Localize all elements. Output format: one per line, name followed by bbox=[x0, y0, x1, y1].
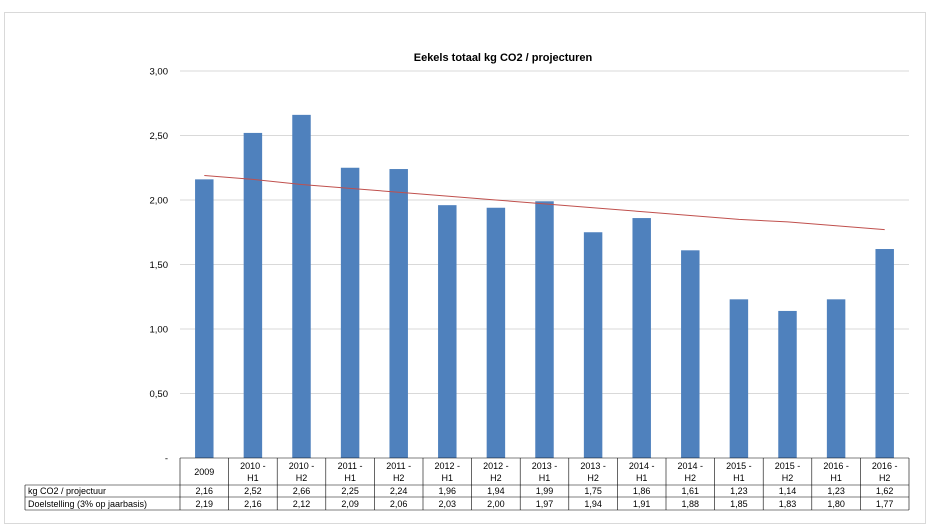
bar-15 bbox=[875, 249, 894, 458]
category-label: 2014 - bbox=[629, 461, 655, 471]
y-tick-label: 3,00 bbox=[150, 67, 169, 78]
data-label: 1,14 bbox=[779, 486, 797, 496]
bar-1 bbox=[195, 179, 214, 459]
data-label: 2,12 bbox=[293, 499, 311, 509]
y-tick-label: 0,50 bbox=[150, 389, 169, 400]
category-label: H1 bbox=[830, 473, 842, 483]
data-label: 1,88 bbox=[682, 499, 700, 509]
chart-frame bbox=[4, 12, 926, 524]
data-label: 2,66 bbox=[293, 486, 311, 496]
data-label: 1,62 bbox=[876, 486, 894, 496]
data-label: 2,52 bbox=[244, 486, 262, 496]
category-label: H1 bbox=[247, 473, 259, 483]
category-label: H2 bbox=[393, 473, 405, 483]
bar-5 bbox=[389, 169, 408, 459]
category-label: 2016 - bbox=[823, 461, 849, 471]
data-label: 1,96 bbox=[439, 486, 457, 496]
bar-8 bbox=[535, 201, 554, 459]
bar-14 bbox=[826, 299, 846, 458]
y-tick-label: 1,00 bbox=[150, 325, 169, 336]
y-tick-label: - bbox=[165, 454, 168, 465]
category-label: H1 bbox=[344, 473, 356, 483]
bar-13 bbox=[778, 310, 797, 458]
category-label: 2011 - bbox=[338, 461, 363, 471]
data-label: 2,25 bbox=[341, 486, 359, 496]
category-label: H2 bbox=[685, 473, 697, 483]
bar-6 bbox=[438, 205, 457, 458]
bar-3 bbox=[292, 114, 311, 459]
data-label: 2,09 bbox=[341, 499, 359, 509]
data-label: 2,03 bbox=[439, 499, 457, 509]
data-label: 1,77 bbox=[876, 499, 894, 509]
category-label: 2011 - bbox=[386, 461, 411, 471]
target-line bbox=[204, 174, 885, 231]
chart-title: Eekels totaal kg CO2 / projecturen bbox=[414, 52, 593, 64]
category-label: H2 bbox=[782, 473, 794, 483]
data-label: 1,75 bbox=[584, 486, 602, 496]
y-tick-label: 2,50 bbox=[150, 131, 169, 142]
bar-4 bbox=[340, 167, 360, 458]
data-label: 1,23 bbox=[827, 486, 845, 496]
data-label: 1,83 bbox=[779, 499, 797, 509]
category-label: H2 bbox=[879, 473, 891, 483]
category-label: H2 bbox=[296, 473, 308, 483]
data-label: 2,16 bbox=[244, 499, 262, 509]
data-label: 1,86 bbox=[633, 486, 651, 496]
category-label: 2015 - bbox=[775, 461, 801, 471]
data-label: 2,16 bbox=[196, 486, 214, 496]
category-label: 2015 - bbox=[726, 461, 752, 471]
category-label: 2016 - bbox=[872, 461, 898, 471]
data-label: 2,00 bbox=[487, 499, 505, 509]
bar-2 bbox=[243, 132, 263, 459]
category-label: 2010 - bbox=[289, 461, 315, 471]
category-label: 2012 - bbox=[483, 461, 509, 471]
y-tick-label: 1,50 bbox=[150, 260, 169, 271]
category-label: H2 bbox=[490, 473, 502, 483]
category-label: 2013 - bbox=[532, 461, 558, 471]
data-label: 1,99 bbox=[536, 486, 554, 496]
category-label: H1 bbox=[636, 473, 648, 483]
data-label: 1,94 bbox=[487, 486, 505, 496]
bar-7 bbox=[486, 207, 506, 458]
data-label: 1,61 bbox=[682, 486, 700, 496]
data-label: 1,91 bbox=[633, 499, 651, 509]
category-label: H1 bbox=[539, 473, 551, 483]
data-label: 1,80 bbox=[827, 499, 845, 509]
bar-10 bbox=[632, 218, 651, 458]
row-label: Doelstelling (3% op jaarbasis) bbox=[28, 499, 147, 509]
bar-12 bbox=[729, 299, 749, 458]
bar-11 bbox=[681, 250, 700, 458]
data-label: 2,06 bbox=[390, 499, 408, 509]
category-label: 2014 - bbox=[678, 461, 704, 471]
category-label: 2010 - bbox=[240, 461, 266, 471]
data-label: 1,85 bbox=[730, 499, 748, 509]
category-label: H1 bbox=[733, 473, 745, 483]
data-label: 1,23 bbox=[730, 486, 748, 496]
category-label: H2 bbox=[587, 473, 599, 483]
bar-9 bbox=[583, 232, 603, 458]
category-label: 2009 bbox=[194, 467, 214, 477]
category-label: H1 bbox=[442, 473, 454, 483]
data-label: 1,94 bbox=[584, 499, 602, 509]
row-label: kg CO2 / projectuur bbox=[28, 486, 106, 496]
y-tick-label: 2,00 bbox=[150, 196, 169, 207]
data-label: 2,24 bbox=[390, 486, 408, 496]
category-label: 2012 - bbox=[435, 461, 461, 471]
category-label: 2013 - bbox=[580, 461, 606, 471]
data-label: 2,19 bbox=[196, 499, 214, 509]
data-label: 1,97 bbox=[536, 499, 554, 509]
